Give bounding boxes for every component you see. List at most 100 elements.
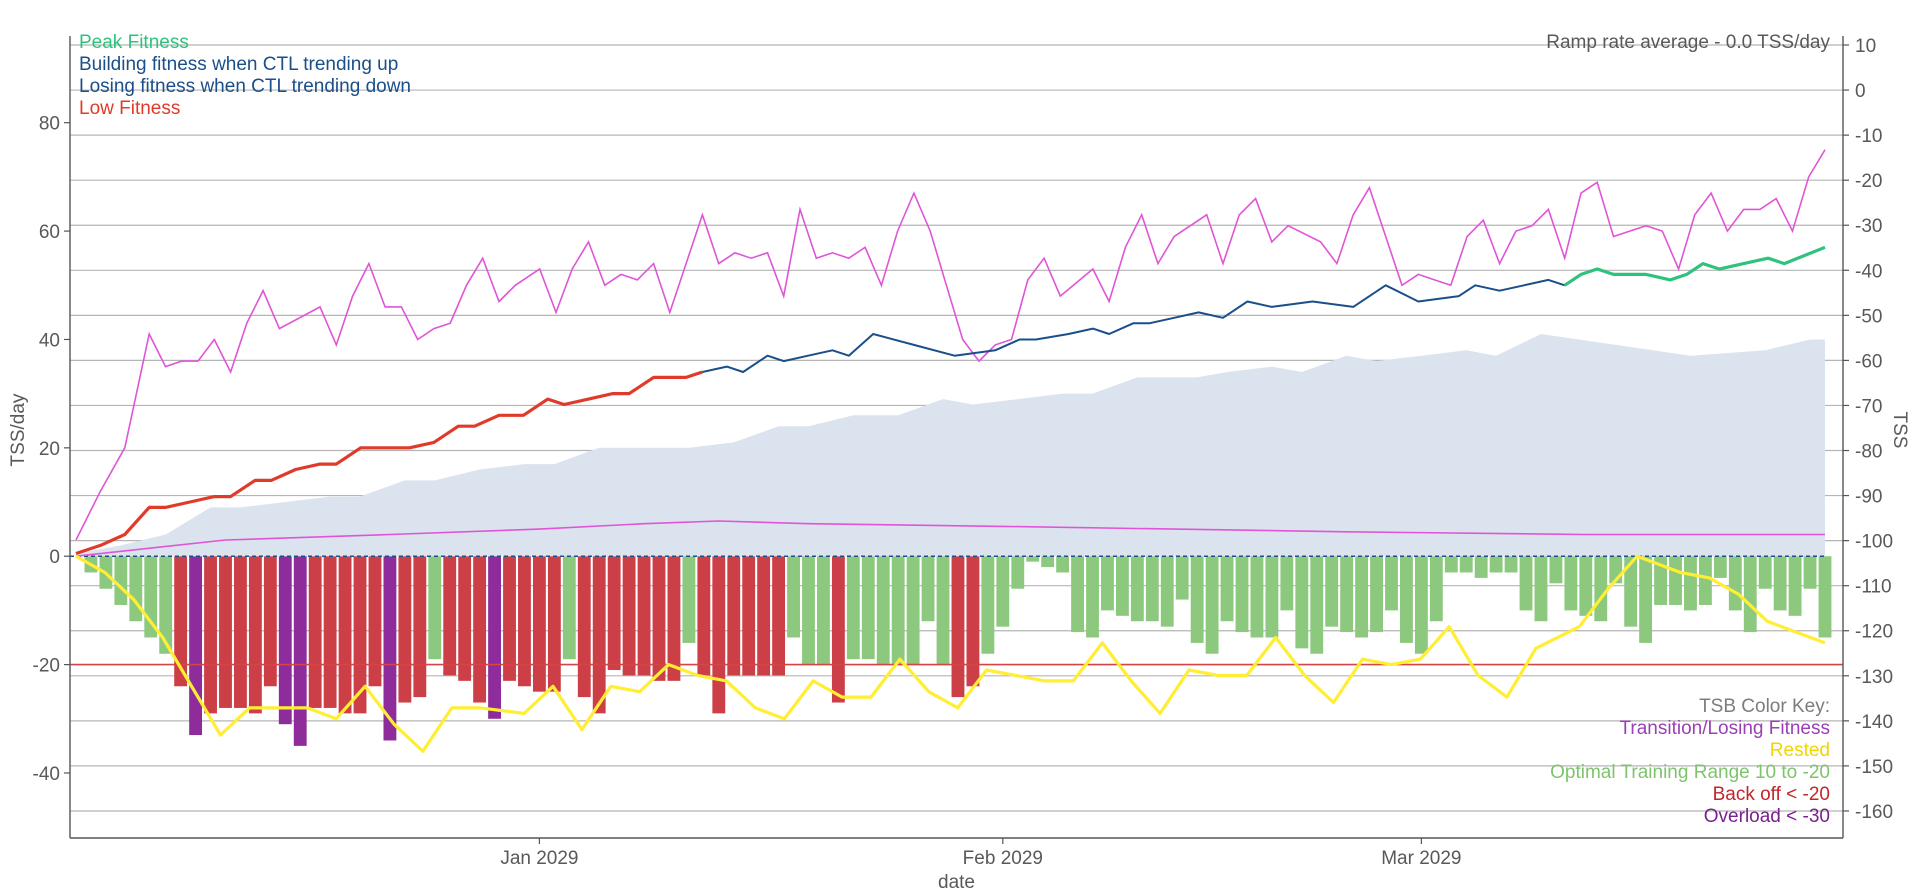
tsb-key-item: Optimal Training Range 10 to -20 (1550, 762, 1830, 783)
tsb-bar (1624, 556, 1638, 627)
tsb-key-item: Overload < -30 (1704, 806, 1830, 827)
y2-tick-label: 0 (1855, 81, 1866, 102)
tsb-bar (1444, 556, 1458, 573)
fitness-legend-item: Building fitness when CTL trending up (79, 54, 398, 75)
tsb-bar (787, 556, 800, 638)
tsb-bar (1669, 556, 1682, 605)
tsb-bar (802, 556, 815, 665)
axes: 80 60 40 20 0 -20 -40 10 0 -10 -20 -30 -40 -50 -60 -70 -… (8, 36, 1910, 893)
tsb-bar (1429, 556, 1443, 622)
tsb-bar (1041, 556, 1055, 568)
tsb-bar (592, 556, 606, 714)
tsb-bar (1564, 556, 1578, 611)
tsb-bar (413, 556, 427, 698)
tsb-bar (189, 556, 203, 736)
tsb-bar (368, 556, 382, 687)
tsb-bar (1295, 556, 1309, 649)
tsb-bar (1534, 556, 1548, 622)
tsb-bar (503, 556, 516, 681)
tsb-bar (1370, 556, 1383, 633)
tsb-key-item: Back off < -20 (1713, 784, 1830, 805)
tsb-bar (518, 556, 531, 687)
tsb-bar (1101, 556, 1114, 611)
ctl-fill (76, 247, 1825, 557)
tsb-bar (1280, 556, 1294, 611)
tsb-bar (1758, 556, 1772, 589)
tsb-bar (577, 556, 591, 698)
tsb-bar (1713, 556, 1727, 578)
tsb-bar (622, 556, 636, 676)
y-tick-label: 0 (49, 547, 60, 568)
tsb-bar (1400, 556, 1413, 643)
tsb-bar (278, 556, 292, 725)
tsb-bar (861, 556, 875, 660)
tsb-bar (1355, 556, 1369, 638)
y2-tick-label: 10 (1855, 36, 1876, 57)
tsb-bar (1175, 556, 1189, 600)
tsb-bar (248, 556, 262, 714)
tsb-bar (1579, 556, 1593, 616)
tsb-bar (1459, 556, 1473, 573)
tsb-bar (891, 556, 905, 665)
tsb-bar (1684, 556, 1697, 611)
y2-tick-label: -130 (1855, 667, 1893, 688)
y2-tick-label: -140 (1855, 712, 1893, 733)
y-tick-label: -40 (33, 764, 60, 785)
tsb-bar (1086, 556, 1099, 638)
tsb-bar (1818, 556, 1832, 638)
x-tick-label: Mar 2029 (1381, 848, 1461, 869)
tsb-bar (488, 556, 501, 719)
atl-line (75, 149, 1826, 541)
tsb-bar (1235, 556, 1249, 633)
tsb-bar (1220, 556, 1234, 622)
y-tick-label: 20 (39, 439, 60, 460)
tsb-bar (1250, 556, 1264, 638)
ctl-building-fitness (702, 278, 1566, 373)
tsb-bar (114, 556, 128, 605)
tsb-bar (353, 556, 367, 714)
tsb-bar (532, 556, 546, 692)
tsb-bar (1325, 556, 1339, 627)
tsb-key-title: TSB Color Key: (1699, 696, 1830, 717)
tsb-bar (1639, 556, 1653, 643)
tsb-bar (951, 556, 965, 698)
tsb-bar (1773, 556, 1787, 611)
tsb-bar (1385, 556, 1398, 611)
x-tick-label: Jan 2029 (500, 848, 578, 869)
tsb-bar (1728, 556, 1742, 611)
ramp-rate-text: Ramp rate average - 0.0 TSS/day (1546, 32, 1830, 53)
y2-tick-label: -100 (1855, 532, 1893, 553)
tsb-bar (263, 556, 277, 687)
tsb-bar (742, 556, 756, 676)
tsb-bar (1265, 556, 1279, 638)
series-lines (70, 149, 1843, 753)
y2-axis-title: TSS (1889, 412, 1910, 449)
tsb-bar (308, 556, 322, 708)
ctl-low-fitness (75, 370, 703, 556)
tsb-bar (1130, 556, 1144, 622)
tsb-bar (1145, 556, 1159, 622)
y2-tick-label: -40 (1855, 261, 1882, 282)
x-axis-title: date (938, 872, 975, 893)
tsb-bar (906, 556, 920, 665)
y-tick-label: 60 (39, 222, 60, 243)
tsb-bar (1549, 556, 1563, 584)
tsb-bar (1803, 556, 1817, 589)
tsb-bar (1160, 556, 1174, 627)
tsb-bar (458, 556, 472, 681)
y2-tick-label: -110 (1855, 577, 1892, 598)
tsb-bar (1489, 556, 1503, 573)
tsb-bar (682, 556, 696, 643)
tsb-bar (667, 556, 681, 681)
tsb-bar (1190, 556, 1204, 643)
tsb-bar (712, 556, 726, 714)
tsb-bar (831, 556, 845, 703)
tsb-bar (607, 556, 621, 671)
tsb-key-item: Rested (1770, 740, 1830, 761)
tsb-bar (234, 556, 247, 708)
tsb-line (75, 554, 1826, 753)
tsb-bar (846, 556, 860, 660)
tsb-bar (174, 556, 188, 687)
tsb-bar (428, 556, 442, 660)
